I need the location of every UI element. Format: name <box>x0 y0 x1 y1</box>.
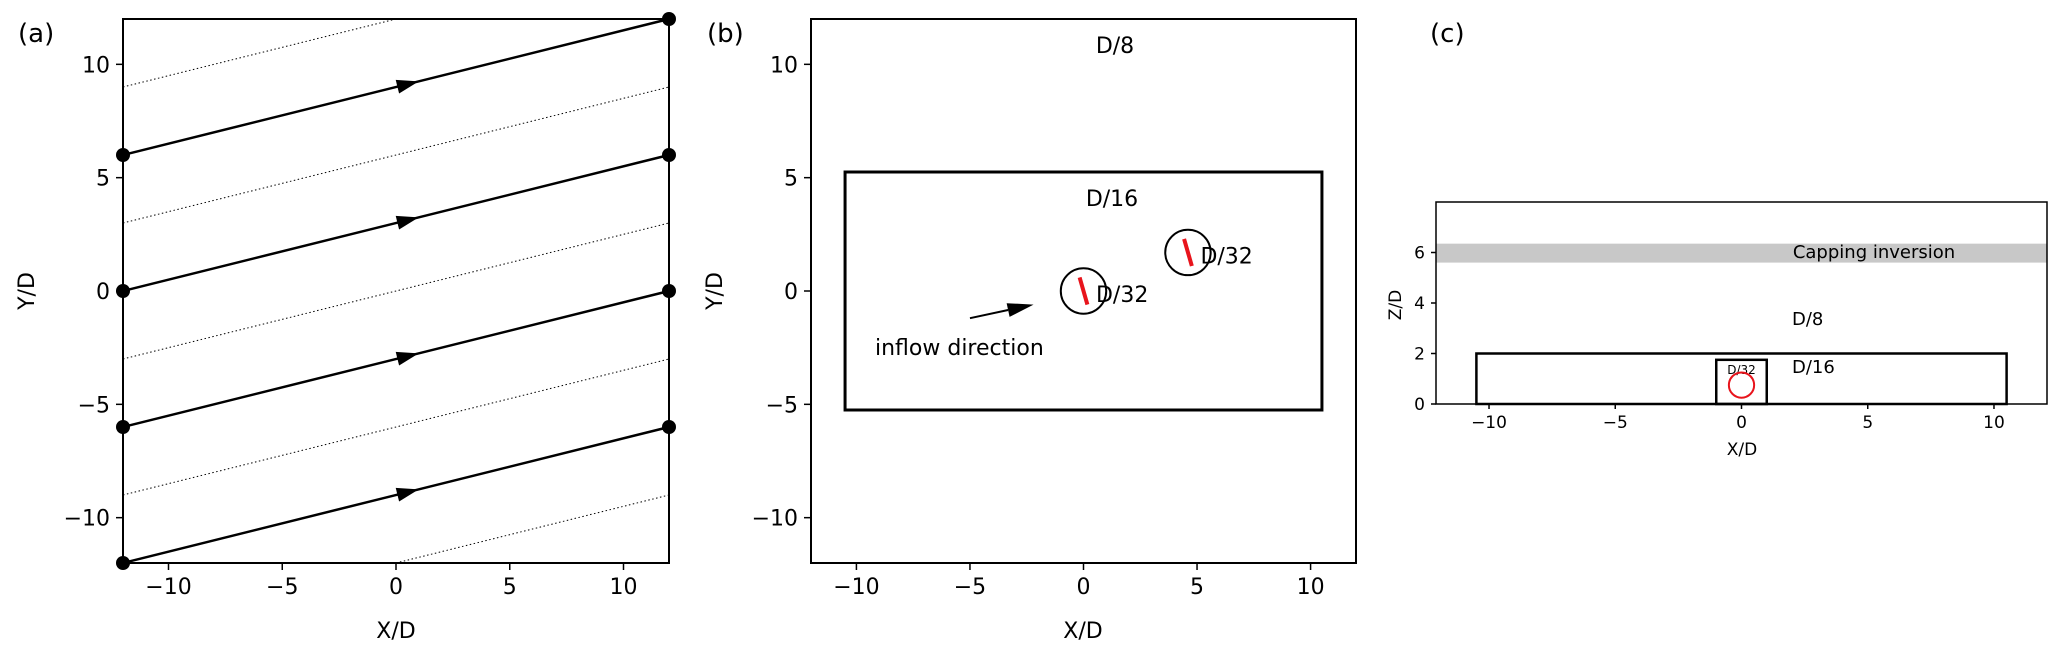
y-tick-label: 0 <box>784 280 798 305</box>
x-tick-label: −5 <box>266 575 298 600</box>
x-tick-label: 5 <box>1190 575 1204 600</box>
y-tick-label: 10 <box>82 53 110 78</box>
streamline-arrowhead <box>395 79 419 94</box>
streamline-arrowhead <box>395 351 419 366</box>
panel-b-turbine-circle <box>1059 267 1108 315</box>
streamline-arrowhead <box>395 215 419 230</box>
x-tick-label: 0 <box>389 575 403 600</box>
y-tick-label: 0 <box>96 280 110 305</box>
panel-a-x-axis-label: X/D <box>376 619 415 644</box>
panel-a-y-ticks: −10 −5 0 5 10 <box>64 53 123 532</box>
y-tick-label: −10 <box>64 507 110 532</box>
x-tick-label: 0 <box>1077 575 1091 600</box>
dotted-streamline <box>122 86 670 224</box>
y-tick-label: 5 <box>96 167 110 192</box>
panel-a-label: (a) <box>18 19 54 49</box>
panel-c-x-axis-label: X/D <box>1727 440 1757 460</box>
y-tick-label: 2 <box>1414 345 1425 365</box>
panel-b-turbine: D/32 <box>1164 228 1253 277</box>
y-tick-label: 6 <box>1414 244 1425 264</box>
panel-c-plot: (c) Capping inversion D/8 D/16 D/32 −10−… <box>1386 19 2048 460</box>
panel-a-dotted-lines <box>122 18 670 564</box>
panel-c-fine-resolution-label: D/32 <box>1727 363 1756 377</box>
panel-b-outer-resolution-label: D/8 <box>1096 34 1134 59</box>
panel-b-x-ticks: −10 −5 0 5 10 <box>833 563 1325 600</box>
panel-c-inner-domain-box <box>1475 352 2008 406</box>
panel-a-solid-lines <box>122 17 670 565</box>
panel-b-inflow-arrow-head <box>1006 303 1034 317</box>
panel-c-outer-resolution-label: D/8 <box>1792 309 1823 330</box>
dotted-streamline <box>395 494 670 564</box>
periodic-streamline <box>122 17 670 157</box>
periodic-streamline <box>122 289 670 429</box>
panel-b-inflow-arrow <box>969 303 1034 320</box>
panel-b-turbine: D/32 <box>1059 267 1148 315</box>
dotted-streamline <box>122 18 397 88</box>
x-tick-label: −10 <box>145 575 191 600</box>
y-tick-label: 4 <box>1414 294 1425 314</box>
y-tick-label: 0 <box>1414 395 1425 415</box>
panel-c-inner-resolution-label: D/16 <box>1792 357 1835 378</box>
panel-c-y-axis-label: Z/D <box>1386 290 1406 320</box>
panel-b-turbine-label: D/32 <box>1200 244 1252 269</box>
x-tick-label: 0 <box>1736 413 1747 433</box>
panel-a-plot: (a) −10 −5 0 5 10 −10 −5 0 5 10 X/D Y/D <box>15 12 676 644</box>
panel-c-capping-inversion-label: Capping inversion <box>1793 242 1955 263</box>
panel-b-plot: (b) D/8 D/16 D/32 D/32 inflow direction … <box>703 18 1357 644</box>
x-tick-label: 10 <box>610 575 638 600</box>
y-tick-label: 5 <box>784 167 798 192</box>
panel-b-inner-resolution-label: D/16 <box>1086 187 1138 212</box>
y-tick-label: −5 <box>766 393 798 418</box>
panel-b-turbine-label: D/32 <box>1096 283 1148 308</box>
x-tick-label: −10 <box>833 575 879 600</box>
x-tick-label: 5 <box>1862 413 1873 433</box>
panel-b-inflow-label: inflow direction <box>875 336 1044 361</box>
y-tick-label: 10 <box>770 53 798 78</box>
panel-b-y-axis-label: Y/D <box>703 272 728 311</box>
dotted-streamline <box>122 222 670 360</box>
panel-b-turbine-circle <box>1164 228 1212 277</box>
panel-b-label: (b) <box>707 19 744 49</box>
x-tick-label: −10 <box>1471 413 1507 433</box>
periodic-streamline <box>122 425 670 565</box>
x-tick-label: 10 <box>1983 413 2005 433</box>
y-tick-label: −10 <box>752 507 798 532</box>
periodic-streamline <box>122 153 670 293</box>
x-tick-label: 5 <box>503 575 517 600</box>
panel-a-y-axis-label: Y/D <box>15 272 40 311</box>
panel-b-inflow-arrow-shaft <box>969 309 1009 320</box>
panel-c-x-ticks: −10 −5 0 5 10 <box>1471 404 2005 433</box>
panel-c-capping-inversion-band <box>1436 243 2047 263</box>
x-tick-label: −5 <box>954 575 986 600</box>
x-tick-label: 10 <box>1297 575 1325 600</box>
x-tick-label: −5 <box>1603 413 1628 433</box>
panel-b-inner-domain-box <box>843 170 1324 412</box>
panel-b-turbine-rotor <box>1182 238 1194 267</box>
panel-c-label: (c) <box>1430 19 1465 49</box>
dotted-streamline <box>122 358 670 496</box>
panel-b-y-ticks: −10 −5 0 5 10 <box>752 53 811 532</box>
panel-a-x-ticks: −10 −5 0 5 10 <box>145 563 638 600</box>
panel-c-rotor-circle <box>1727 371 1756 399</box>
panel-b-turbine-rotor <box>1077 276 1090 306</box>
streamline-arrowhead <box>395 487 419 502</box>
panel-b-x-axis-label: X/D <box>1063 619 1102 644</box>
panel-c-y-ticks: 0 2 4 6 <box>1414 244 1436 415</box>
y-tick-label: −5 <box>78 393 110 418</box>
